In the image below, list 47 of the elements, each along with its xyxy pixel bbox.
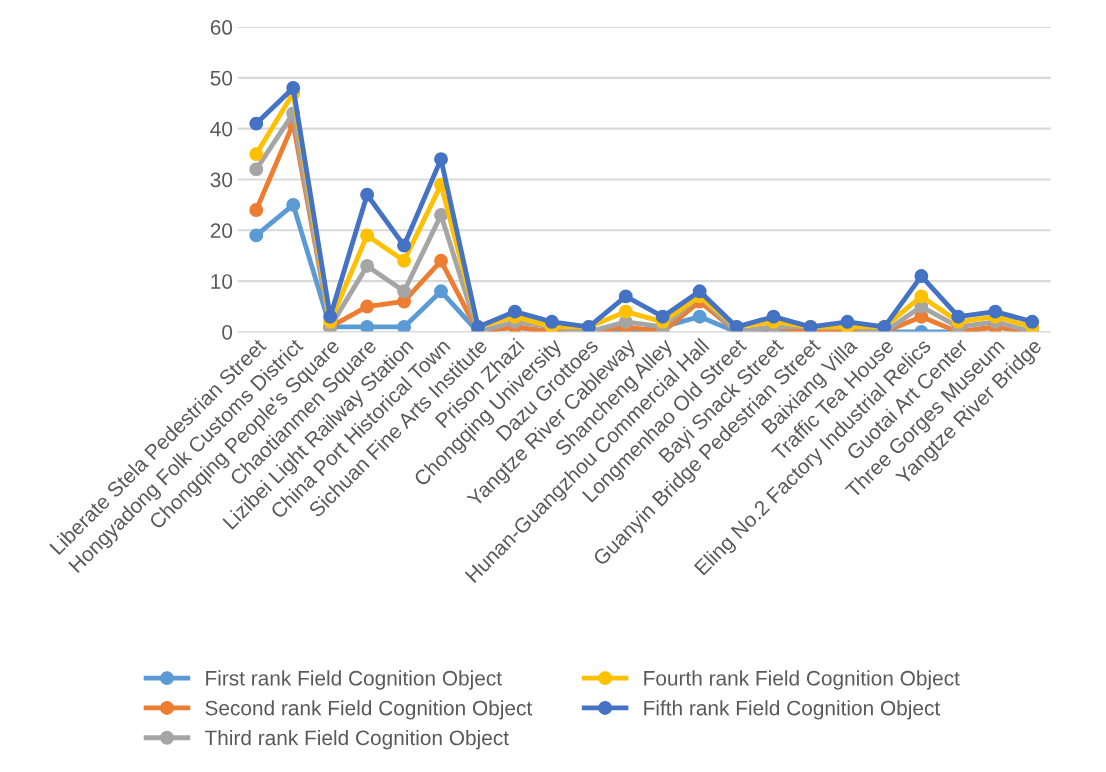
point: [397, 238, 412, 253]
y-tick-label: 40: [210, 121, 233, 137]
point: [397, 319, 412, 332]
y-tick-label: 60: [210, 20, 233, 35]
point: [840, 314, 855, 329]
legend-label: Fourth rank Field Cognition Object: [644, 670, 960, 690]
point: [434, 253, 448, 268]
point: [286, 81, 301, 95]
y-tick-label: 50: [210, 70, 233, 86]
point: [655, 309, 670, 324]
point: [1025, 314, 1040, 329]
point: [766, 309, 781, 324]
point: [397, 253, 412, 268]
point: [951, 309, 966, 324]
legend-label: First rank Field Cognition Object: [206, 670, 502, 690]
point: [988, 304, 1003, 319]
y-tick-label: 10: [211, 274, 233, 289]
point: [914, 269, 929, 283]
point: [360, 228, 375, 243]
y-tick-label: 30: [210, 172, 233, 188]
point: [544, 314, 559, 329]
point: [286, 197, 301, 212]
point: [618, 289, 633, 304]
point: [249, 203, 264, 217]
point: [323, 309, 338, 324]
point: [249, 147, 264, 162]
point: [397, 284, 412, 299]
point: [434, 284, 448, 299]
legend-label: Third rank Field Cognition Object: [204, 729, 509, 750]
point: [360, 299, 375, 314]
point: [360, 319, 375, 332]
point: [692, 284, 707, 299]
point: [249, 228, 264, 243]
point: [360, 258, 375, 273]
point: [692, 309, 707, 324]
point: [434, 208, 448, 223]
legend-label: Second rank Field Cognition Object: [205, 700, 533, 720]
point: [360, 187, 375, 202]
point: [434, 152, 448, 167]
legend-label: Fifth rank Field Cognition Object: [644, 700, 941, 720]
point: [507, 304, 522, 319]
point: [249, 116, 264, 131]
point: [249, 162, 264, 177]
y-tick-label: 20: [210, 223, 233, 239]
y-tick-label: 0: [222, 324, 233, 340]
point: [914, 289, 929, 304]
point: [618, 304, 633, 319]
